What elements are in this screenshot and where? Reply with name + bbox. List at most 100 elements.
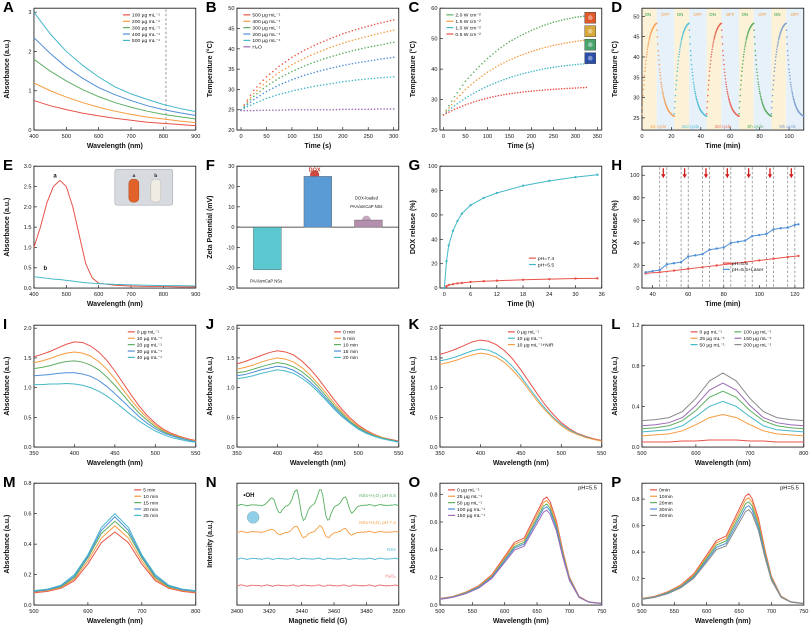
svg-text:40: 40 (633, 55, 639, 61)
svg-text:25: 25 (228, 108, 234, 114)
svg-text:0.6: 0.6 (429, 520, 437, 526)
svg-text:500 µg mL⁻¹: 500 µg mL⁻¹ (132, 38, 160, 44)
svg-text:10min: 10min (659, 494, 673, 500)
svg-text:100: 100 (785, 134, 794, 140)
svg-text:5th cycle: 5th cycle (780, 124, 797, 129)
svg-text:Absorbance (a.u.): Absorbance (a.u.) (612, 514, 619, 573)
axes: 500 550 600 650 700 750 0.0 0.2 0.4 0.6 0.8 Wavelen… (409, 482, 606, 625)
panel-J-chart: 350 400 450 500 550 0.0 0.5 1.0 1.5 2.0 Wavelength… (207, 324, 403, 467)
svg-text:0 µg mL⁻¹: 0 µg mL⁻¹ (700, 329, 723, 335)
svg-text:400: 400 (29, 134, 38, 140)
svg-text:0.5: 0.5 (226, 415, 234, 421)
axes: 400 500 600 700 800 900 0.0 0.5 1.0 1.5 2.0 2.5 3.0 W… (4, 164, 200, 308)
svg-text:250: 250 (548, 134, 557, 140)
svg-text:H₂O: H₂O (252, 45, 262, 51)
svg-text:400: 400 (273, 451, 282, 457)
svg-text:Absorbance (a.u.): Absorbance (a.u.) (4, 356, 11, 415)
svg-text:400: 400 (475, 451, 484, 457)
svg-text:OFF: OFF (661, 12, 670, 17)
svg-text:500: 500 (638, 451, 647, 457)
svg-text:Temperature (°C): Temperature (°C) (206, 41, 214, 97)
svg-text:450: 450 (313, 451, 322, 457)
svg-text:2: 2 (28, 49, 31, 55)
svg-text:20 min: 20 min (143, 507, 158, 513)
thermal-images-inset (584, 12, 596, 64)
svg-text:5 min: 5 min (343, 336, 355, 342)
svg-text:1.0: 1.0 (24, 246, 32, 252)
svg-text:Wavelength (nm): Wavelength (nm) (492, 618, 548, 625)
panel-E-chart: 400 500 600 700 800 900 0.0 0.5 1.0 1.5 2.0 2.5 3.0 W… (4, 164, 200, 308)
svg-text:500: 500 (29, 609, 38, 615)
svg-text:300 µg mL⁻¹: 300 µg mL⁻¹ (132, 25, 160, 31)
svg-text:1: 1 (28, 89, 31, 95)
svg-text:30: 30 (228, 87, 234, 93)
svg-text:Wavelength (nm): Wavelength (nm) (87, 301, 143, 308)
svg-text:100: 100 (630, 173, 639, 179)
axes: -30 -20 -10 0 10 20 30 Zeta Potential (mV) (207, 164, 399, 292)
svg-text:3460: 3460 (328, 609, 340, 615)
svg-text:ON: ON (645, 12, 651, 17)
svg-text:0.0: 0.0 (632, 603, 640, 609)
svg-text:Time (s): Time (s) (304, 143, 331, 150)
svg-text:400: 400 (70, 451, 79, 457)
svg-text:0 µg mL⁻¹: 0 µg mL⁻¹ (516, 329, 539, 335)
panel-I-chart: 350 400 450 500 550 0.0 0.5 1.0 1.5 2.0 Wavelength… (4, 324, 200, 467)
panel-K-letter: K (408, 316, 420, 333)
svg-text:Time (h): Time (h) (507, 301, 534, 308)
svg-text:20: 20 (633, 264, 639, 270)
svg-text:60: 60 (431, 213, 437, 219)
svg-text:ON: ON (677, 12, 683, 17)
svg-text:25: 25 (633, 116, 639, 122)
svg-text:3440: 3440 (295, 609, 307, 615)
svg-text:1.5: 1.5 (226, 355, 234, 361)
svg-text:0.0: 0.0 (24, 445, 32, 451)
svg-text:0.0: 0.0 (24, 603, 32, 609)
svg-text:400 µg mL⁻¹: 400 µg mL⁻¹ (132, 32, 160, 38)
svg-text:Temperature (°C): Temperature (°C) (408, 41, 416, 97)
svg-text:-20: -20 (226, 266, 234, 272)
panel-B-letter: B (205, 0, 217, 16)
svg-text:50: 50 (462, 134, 468, 140)
panel-J-letter: J (205, 316, 215, 333)
svg-text:0: 0 (637, 286, 640, 292)
svg-text:Absorbance (a.u.): Absorbance (a.u.) (4, 40, 11, 99)
svg-text:900: 900 (191, 134, 200, 140)
series: NSs+H₂O₂ pH 5.5 NSs+H₂O₂ pH 7.4 NSs H₂O₂ (236, 488, 399, 587)
svg-text:0.4: 0.4 (429, 547, 437, 553)
svg-text:2.0: 2.0 (24, 326, 32, 332)
svg-text:0.6: 0.6 (632, 523, 640, 529)
svg-text:500: 500 (353, 451, 362, 457)
legend: 0 µg mL⁻¹10 µg mL⁻¹10 µg mL⁻¹+NIR (507, 329, 553, 348)
svg-text:Absorbance (a.u.): Absorbance (a.u.) (409, 356, 416, 415)
axes: 0 20 40 60 80 100 25 30 35 40 45 50 Time (min) Temper… (611, 7, 805, 150)
svg-text:25 µg mL⁻¹: 25 µg mL⁻¹ (700, 336, 726, 342)
svg-text:20: 20 (431, 262, 437, 268)
svg-text:0.4: 0.4 (632, 404, 640, 410)
svg-text:Wavelength (nm): Wavelength (nm) (290, 460, 346, 467)
svg-text:3: 3 (28, 10, 31, 16)
svg-text:500: 500 (62, 134, 71, 140)
svg-text:150: 150 (312, 134, 321, 140)
axes: 0 6 12 18 24 30 36 0 20 40 60 80 100 Time (h) DOX rele… (409, 164, 604, 308)
svg-text:1.0: 1.0 (226, 385, 234, 391)
annotations: ON ON ON ON ON OFF OFF OFF OFF OFF 1st cycle 2nd cy… (645, 12, 800, 129)
svg-text:3400: 3400 (230, 609, 242, 615)
svg-text:Magnetic field (G): Magnetic field (G) (288, 618, 347, 625)
svg-text:20 µg mL⁻¹: 20 µg mL⁻¹ (137, 342, 163, 348)
svg-text:120: 120 (790, 292, 799, 298)
svg-text:300: 300 (570, 134, 579, 140)
svg-text:DOX-loaded: DOX-loaded (355, 196, 379, 201)
legend: 2.0 W cm⁻²1.5 W cm⁻²1.0 W cm⁻²0.5 W cm⁻² (445, 13, 481, 38)
svg-text:50: 50 (633, 14, 639, 20)
svg-text:Wavelength (nm): Wavelength (nm) (87, 460, 143, 467)
panel-P: P 500 550 600 650 700 750 0.0 0.2 0.4 0.6 0.8 Wavele… (608, 475, 811, 633)
svg-text:2nd cycle: 2nd cycle (682, 124, 700, 129)
svg-text:1.5: 1.5 (429, 355, 437, 361)
series (641, 22, 805, 118)
svg-text:700: 700 (564, 609, 573, 615)
svg-text:0: 0 (28, 128, 31, 134)
svg-text:0: 0 (239, 134, 242, 140)
